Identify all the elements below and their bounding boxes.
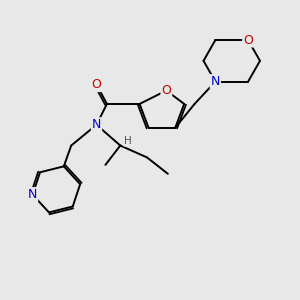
Text: N: N: [92, 118, 101, 131]
Text: O: O: [92, 78, 101, 91]
Text: N: N: [28, 188, 37, 201]
Text: H: H: [124, 136, 132, 146]
Text: O: O: [161, 84, 171, 97]
Text: N: N: [211, 75, 220, 88]
Text: O: O: [243, 34, 253, 46]
